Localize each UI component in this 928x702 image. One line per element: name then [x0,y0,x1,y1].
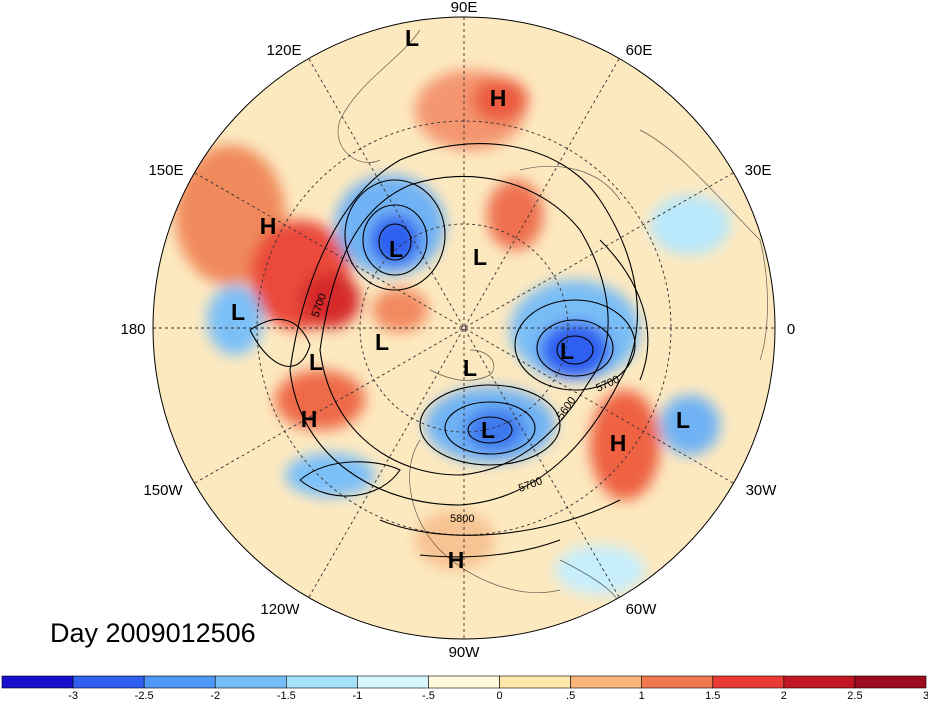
colorbar-tick-label: 2.5 [847,690,862,702]
lon-label-60e: 60E [626,42,653,59]
colorbar-tick-label: 1.5 [705,690,720,702]
lon-label-150w: 150W [143,482,183,499]
map-border [152,16,776,640]
colorbar-swatch [641,675,714,689]
colorbar-tick-label: -.5 [422,690,435,702]
colorbar: -3 -2.5 -2 -1.5 -1 -.5 0 .5 1 1.5 2 2.5 3 [1,675,928,702]
lon-label-60w: 60W [626,601,658,618]
height-contours [249,143,649,558]
low-marker: L [405,25,419,51]
lon-label-120e: 120E [266,42,301,59]
lon-label-0: 0 [787,321,795,338]
low-marker: L [389,236,403,262]
colorbar-swatch [143,675,216,689]
colorbar-tick-label: -2 [210,690,220,702]
colorbar-swatch [1,675,74,689]
map-title: Day 2009012506 [50,618,256,648]
longitude-labels: 90E 60E 30E 0 30W 60W 90W 120W 150W 180 … [120,0,795,661]
map-disc [153,17,775,639]
low-marker: L [375,329,389,355]
lon-label-150e: 150E [148,162,183,179]
lon-label-120w: 120W [260,601,300,618]
colorbar-tick-label: 3 [923,690,928,702]
colorbar-tick-label: .5 [566,690,575,702]
high-marker: H [301,406,318,432]
low-marker: L [231,299,245,325]
colorbar-tick-label: -1.5 [277,690,296,702]
high-marker: H [490,85,507,111]
high-marker: H [610,430,627,456]
pressure-systems: L H L H L L L L L L H L H L H [231,25,690,573]
colorbar-swatch [286,675,358,689]
lon-label-90w: 90W [449,644,481,661]
lon-label-30w: 30W [746,482,778,499]
low-marker: L [473,244,487,270]
lon-label-180: 180 [120,321,145,338]
high-marker: H [260,213,277,239]
low-marker: L [463,355,477,381]
colorbar-tick-label: 2 [781,690,787,702]
low-marker: L [481,417,495,443]
low-marker: L [560,338,574,364]
colorbar-swatch [499,675,571,689]
low-marker: L [309,349,323,375]
lon-label-90e: 90E [451,0,478,16]
contour-label: 5800 [450,513,474,525]
high-marker: H [448,547,465,573]
colorbar-tick-label: 1 [639,690,645,702]
colorbar-tick-label: 0 [496,690,502,702]
colorbar-swatch [854,675,927,689]
colorbar-swatch [570,675,642,689]
low-marker: L [676,407,690,433]
colorbar-swatch [357,675,429,689]
colorbar-swatch [428,675,500,689]
colorbar-swatch [214,675,287,689]
lon-label-30e: 30E [745,162,772,179]
colorbar-swatch [712,675,785,689]
colorbar-tick-label: -3 [68,690,78,702]
colorbar-tick-label: -1 [352,690,362,702]
colorbar-swatch [783,675,856,689]
colorbar-swatch [72,675,145,689]
colorbar-tick-label: -2.5 [135,690,154,702]
